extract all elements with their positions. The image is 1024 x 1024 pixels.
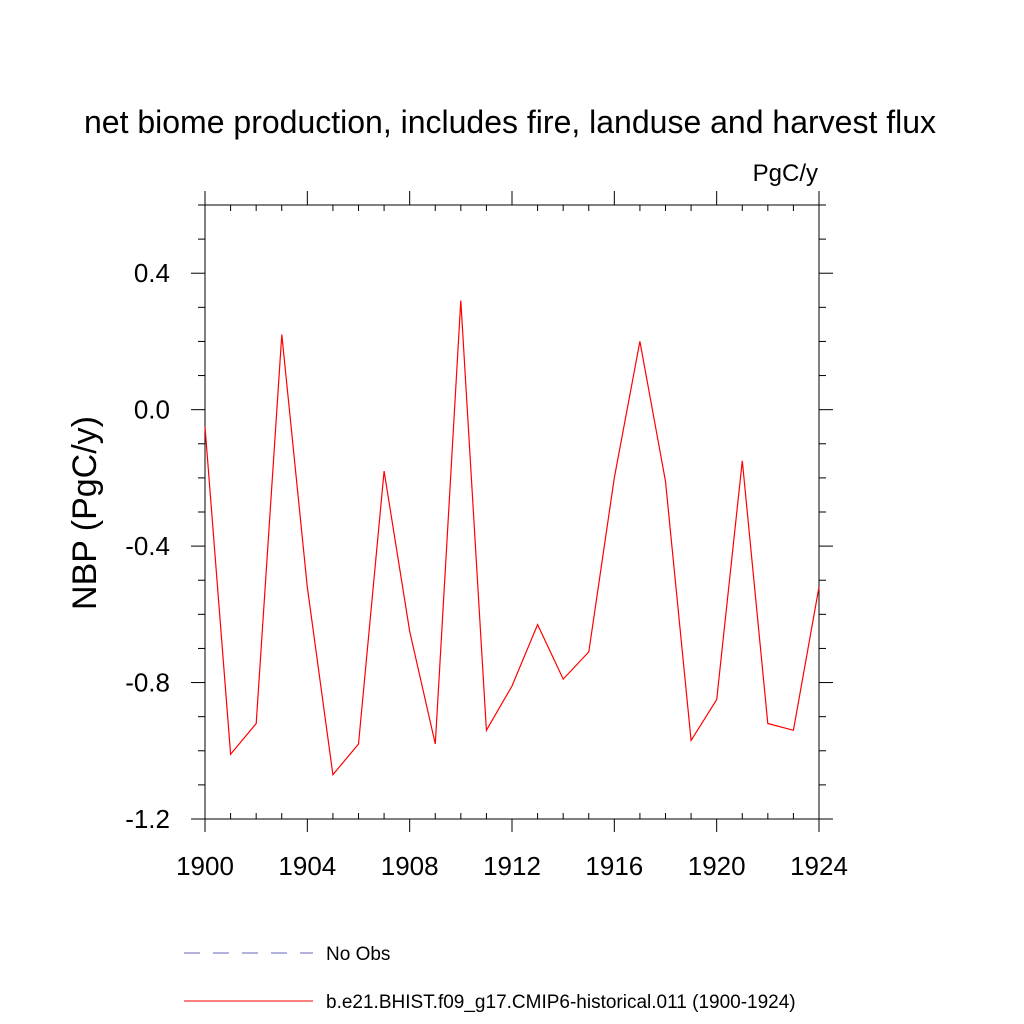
x-tick-label: 1912 xyxy=(483,851,541,881)
legend: No Obs b.e21.BHIST.f09_g17.CMIP6-histori… xyxy=(184,944,796,1013)
x-tick-label: 1920 xyxy=(688,851,746,881)
y-tick-label: 0.0 xyxy=(134,395,170,425)
y-axis-label: NBP (PgC/y) xyxy=(66,416,104,610)
x-tick-label: 1904 xyxy=(278,851,336,881)
plot-frame xyxy=(204,204,820,820)
x-axis: 1900 1904 1908 1912 1916 1920 1924 xyxy=(176,191,848,881)
chart-title: net biome production, includes fire, lan… xyxy=(84,104,936,140)
legend-label-no-obs: No Obs xyxy=(326,944,390,965)
y-axis: -1.2 -0.8 -0.4 0.0 0.4 xyxy=(125,258,833,834)
series-layer xyxy=(204,300,820,777)
y-tick-label: -1.2 xyxy=(125,804,170,834)
y-tick-label: 0.4 xyxy=(134,258,170,288)
legend-label-series: b.e21.BHIST.f09_g17.CMIP6-historical.011… xyxy=(326,992,796,1013)
y-tick-label: -0.4 xyxy=(125,531,170,561)
minor-ticks xyxy=(198,204,826,819)
units-label: PgC/y xyxy=(753,160,818,187)
x-tick-label: 1900 xyxy=(176,851,234,881)
x-tick-label: 1924 xyxy=(790,851,848,881)
series-line xyxy=(204,300,820,777)
x-tick-label: 1916 xyxy=(585,851,643,881)
x-tick-label: 1908 xyxy=(381,851,439,881)
y-tick-label: -0.8 xyxy=(125,668,170,698)
